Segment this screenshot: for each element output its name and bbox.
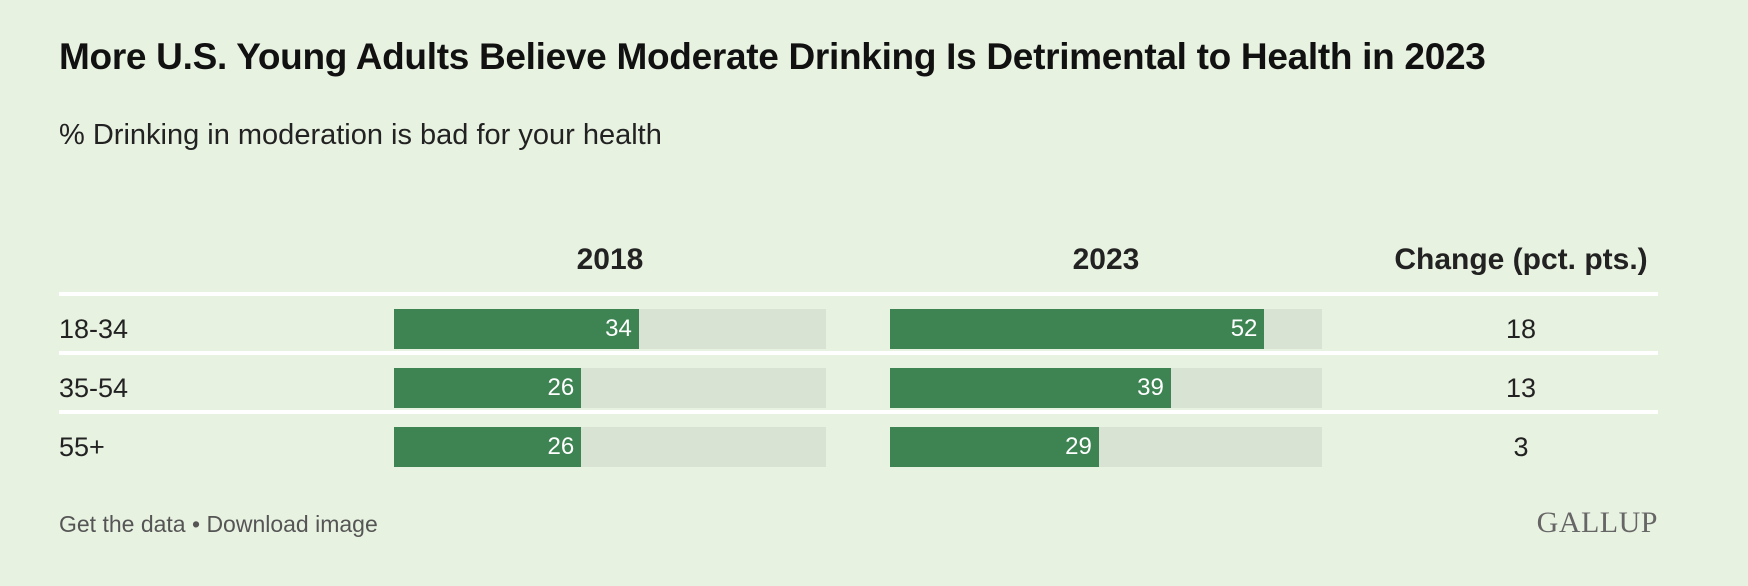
chart-title: More U.S. Young Adults Believe Moderate … [59, 36, 1486, 77]
bar-2018: 34 [394, 309, 639, 349]
bar-2023: 39 [890, 368, 1171, 408]
bar-value-label: 39 [1137, 374, 1164, 401]
row-divider [59, 351, 1658, 355]
bar-value-label: 34 [605, 315, 632, 342]
bar-2023: 52 [890, 309, 1265, 349]
change-value: 18 [1505, 314, 1537, 344]
bar-2023: 29 [890, 427, 1099, 467]
download-image-link[interactable]: Download image [206, 511, 378, 537]
row-label: 55+ [59, 432, 105, 462]
bar-value-label: 29 [1065, 433, 1092, 460]
footer-separator: • [185, 511, 207, 537]
bar-track-2023: 39 [890, 368, 1322, 408]
bar-value-label: 26 [547, 433, 575, 460]
row-divider [59, 292, 1658, 296]
bar-track-2018: 26 [394, 427, 826, 467]
row-label: 35-54 [59, 373, 129, 403]
footer-links: Get the data • Download image [59, 511, 378, 538]
bar-2018: 26 [394, 368, 582, 408]
bar-2018: 26 [394, 427, 582, 467]
chart-subtitle: % Drinking in moderation is bad for your… [59, 119, 662, 151]
row-label: 18-34 [59, 314, 129, 344]
change-value: 13 [1505, 373, 1537, 403]
bar-value-label: 52 [1230, 315, 1258, 342]
gallup-logo: GALLUP [1536, 506, 1658, 539]
bar-value-label: 26 [547, 374, 575, 401]
column-header-change: Change (pct. pts.) [1394, 243, 1648, 276]
bar-track-2023: 52 [890, 309, 1322, 349]
column-header-2023: 2023 [1072, 243, 1140, 276]
bar-track-2018: 34 [394, 309, 826, 349]
row-divider [59, 410, 1658, 414]
bar-track-2018: 26 [394, 368, 826, 408]
get-data-link[interactable]: Get the data [59, 511, 186, 537]
change-value: 3 [1513, 432, 1529, 462]
bar-track-2023: 29 [890, 427, 1322, 467]
column-header-2018: 2018 [576, 243, 644, 276]
